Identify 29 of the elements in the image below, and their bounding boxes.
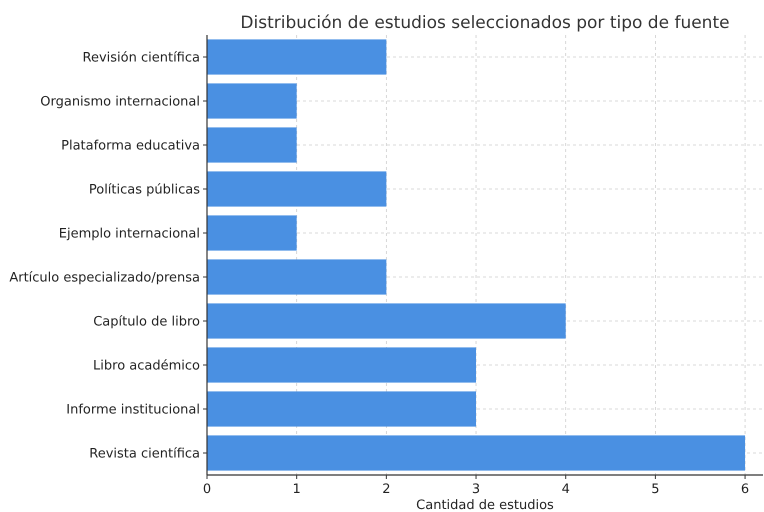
y-tick-label: Artículo especializado/prensa [9, 270, 200, 286]
y-tick-label: Ejemplo internacional [58, 226, 200, 242]
bar [207, 259, 386, 295]
y-tick-label: Plataforma educativa [61, 138, 200, 154]
y-tick-label: Organismo internacional [40, 94, 200, 110]
x-tick-label: 1 [292, 482, 301, 497]
bar [207, 435, 746, 471]
bar [207, 83, 297, 119]
y-tick-label: Capítulo de libro [93, 314, 200, 330]
chart-title: Distribución de estudios seleccionados por tipo de fuente [240, 13, 730, 33]
bar [207, 39, 386, 75]
x-tick-label: 0 [202, 482, 212, 497]
y-tick-label: Informe institucional [66, 402, 200, 418]
y-tick-label: Políticas públicas [88, 182, 200, 198]
bar [207, 215, 297, 251]
x-tick-label: 5 [651, 482, 660, 497]
bar [207, 303, 566, 339]
bar [207, 391, 476, 427]
bar [207, 347, 476, 383]
bar [207, 127, 297, 163]
x-tick-label: 6 [740, 482, 750, 497]
y-tick-label: Libro académico [93, 358, 200, 374]
x-axis-title: Cantidad de estudios [416, 498, 554, 512]
y-tick-label: Revisión científica [82, 50, 200, 66]
y-tick-label: Revista científica [89, 446, 200, 462]
bar [207, 171, 386, 207]
x-tick-label: 4 [562, 482, 570, 497]
x-tick-label: 3 [472, 482, 480, 497]
x-tick-label: 2 [382, 482, 390, 497]
